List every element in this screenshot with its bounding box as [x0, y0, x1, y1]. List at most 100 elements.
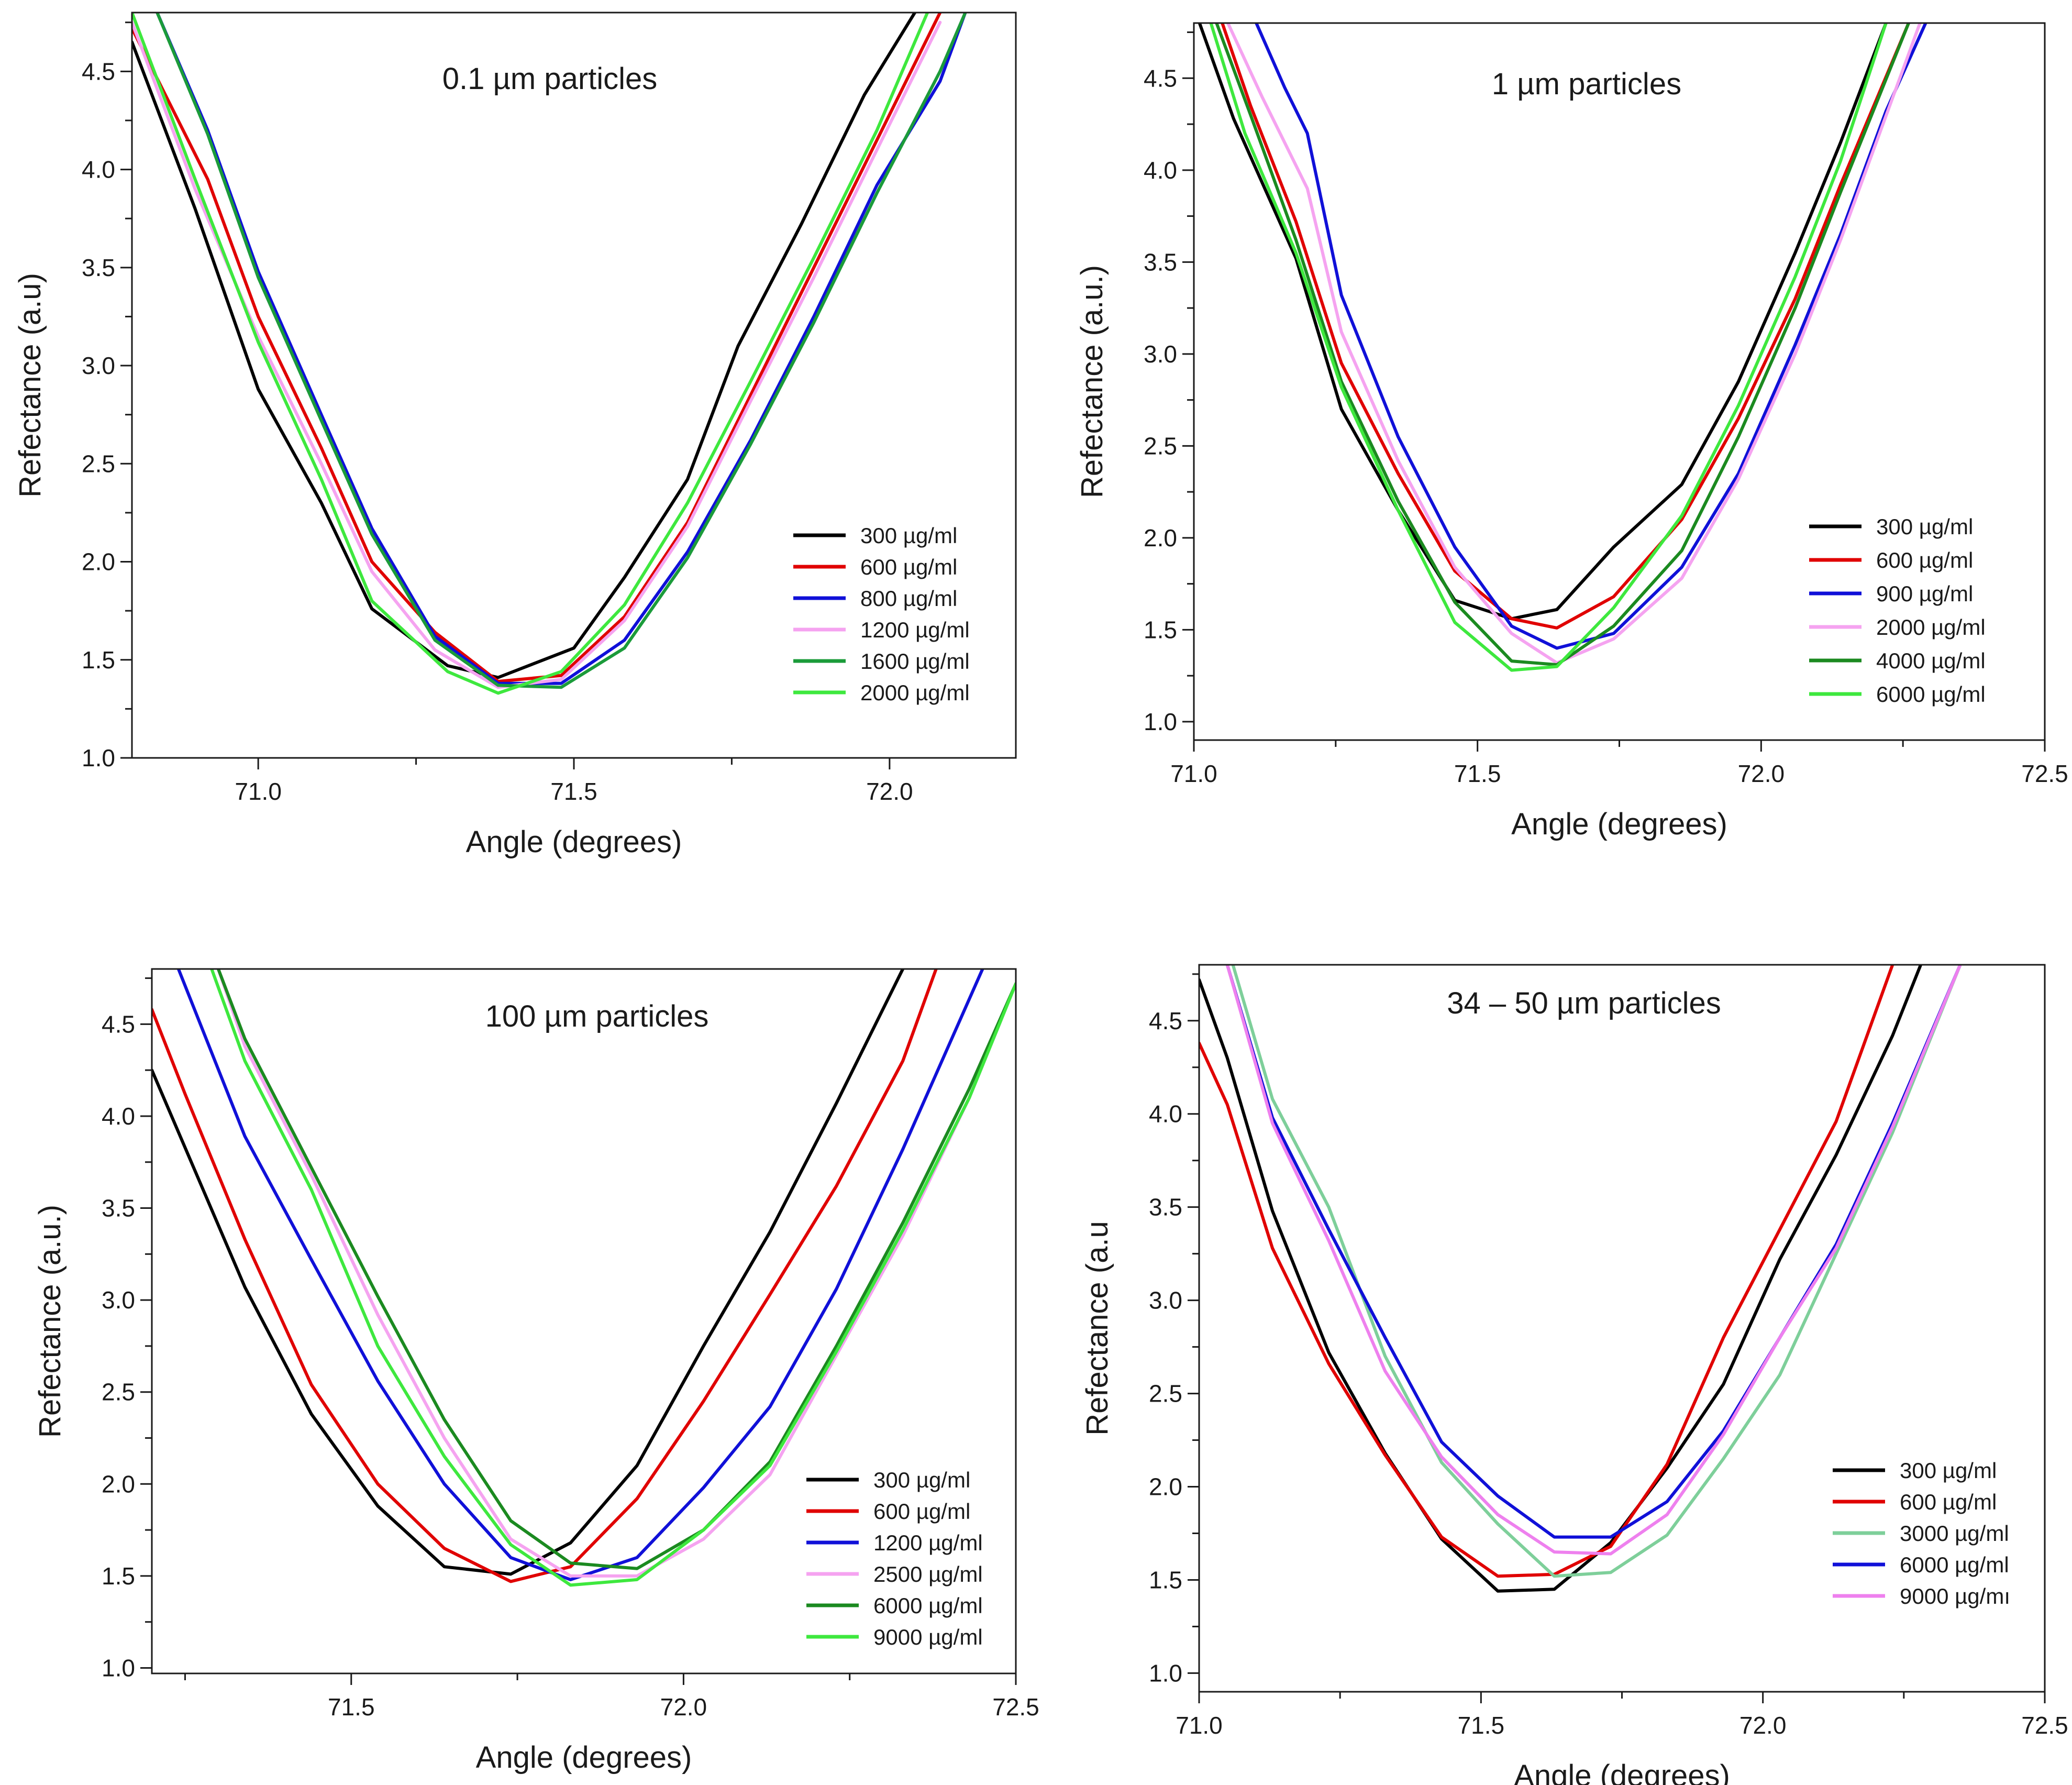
series-group: [1199, 965, 1962, 1593]
y-tick-label: 1.0: [1149, 1659, 1182, 1687]
series-line-2: [1221, 23, 1910, 630]
legend-label: 600 µg/ml: [1900, 1490, 1997, 1514]
y-tick-label: 4.5: [102, 1010, 135, 1038]
series-line-1: [152, 969, 905, 1576]
x-tick-label: 72.5: [992, 1693, 1039, 1721]
x-axis-label: Angle (degrees): [466, 825, 682, 859]
x-tick-label: 71.0: [235, 778, 282, 805]
legend-label: 300 µg/ml: [1876, 514, 1973, 539]
legend-label: 2000 µg/ml: [860, 680, 970, 705]
y-tick-label: 1.5: [102, 1562, 135, 1590]
series-line-4: [1226, 23, 1922, 665]
y-tick-label: 2.5: [102, 1379, 135, 1406]
legend-label: 1200 µg/ml: [860, 618, 970, 642]
legend-label: 2000 µg/ml: [1876, 615, 1986, 640]
legend-label: 6000 µg/ml: [1876, 682, 1986, 707]
series-line-2: [132, 13, 942, 683]
panel-1: 71.0 71.5 72.0 1.0 1.5 2.0 2.5 3.0 3.5 4.0 4.5 Angl…: [13, 12, 1017, 859]
legend-label: 1200 µg/ml: [873, 1530, 983, 1555]
y-tick-label: 1.5: [1144, 616, 1177, 643]
legend: 300 µg/ml 600 µg/ml 3000 µg/ml 6000 µg/ml 90…: [1833, 1458, 2010, 1608]
legend-label: 1600 µg/ml: [860, 649, 970, 674]
panel-title: 34 – 50 µm particles: [1447, 986, 1721, 1020]
x-tick-label: 72.0: [1739, 1712, 1787, 1739]
legend-label: 600 µg/ml: [860, 555, 957, 579]
series-group: [152, 969, 1016, 1587]
y-tick-label: 2.0: [82, 548, 115, 576]
x-tick-label: 71.5: [1454, 760, 1501, 787]
series-line-1: [1199, 965, 1923, 1593]
x-tick-label: 71.0: [1176, 1712, 1223, 1739]
legend-label: 800 µg/ml: [860, 586, 957, 611]
y-axis-label: Refectance (a.u: [1080, 1221, 1114, 1435]
y-tick-label: 3.5: [1144, 248, 1177, 276]
y-tick-label: 2.5: [1144, 432, 1177, 459]
legend-label: 9000 µg/mı: [1900, 1584, 2010, 1608]
x-axis-label: Angle (degrees): [476, 1740, 692, 1775]
x-tick-label: 71.5: [328, 1693, 375, 1721]
y-axis-label: Refectance (a.u.): [1075, 265, 1109, 498]
y-axis-label: Refectance (a.u): [13, 273, 47, 498]
y-tick-label: 3.0: [1144, 340, 1177, 368]
y-tick-label: 2.0: [1144, 524, 1177, 552]
legend-label: 4000 µg/ml: [1876, 648, 1986, 673]
y-tick-label: 1.0: [82, 744, 115, 772]
y-tick-label: 3.5: [82, 254, 115, 281]
legend-label: 9000 µg/ml: [873, 1625, 983, 1649]
legend-label: 6000 µg/ml: [873, 1593, 983, 1618]
y-tick-label: 4.0: [1149, 1100, 1182, 1128]
y-tick-label: 2.5: [1149, 1380, 1182, 1407]
series-group: [1198, 23, 1927, 672]
y-tick-label: 4.0: [82, 156, 115, 183]
plot-frame: [151, 968, 1017, 1674]
series-line-6: [210, 969, 1016, 1587]
x-tick-label: 71.5: [550, 778, 597, 805]
y-tick-label: 3.5: [102, 1195, 135, 1222]
y-axis-label: Refectance (a.u.): [33, 1205, 67, 1438]
legend-label: 600 µg/ml: [873, 1499, 970, 1524]
x-tick-label: 72.0: [1738, 760, 1785, 787]
panel-title: 100 µm particles: [485, 999, 709, 1033]
x-tick-label: 72.5: [2021, 760, 2068, 787]
legend: 300 µg/ml 600 µg/ml 900 µg/ml 2000 µg/ml 400…: [1809, 514, 1986, 707]
series-line-5: [216, 969, 1016, 1570]
series-line-5: [1215, 23, 1910, 667]
legend-label: 300 µg/ml: [873, 1468, 970, 1492]
series-line-3: [176, 969, 984, 1581]
legend-label: 900 µg/ml: [1876, 581, 1973, 606]
x-tick-label: 71.0: [1170, 760, 1217, 787]
legend-label: 6000 µg/ml: [1900, 1552, 2009, 1577]
y-tick-label: 4.5: [1144, 64, 1177, 92]
x-axis-label: Angle (degrees): [1514, 1759, 1730, 1785]
y-tick-label: 3.5: [1149, 1194, 1182, 1221]
y-tick-label: 1.0: [102, 1654, 135, 1681]
y-tick-label: 2.0: [102, 1470, 135, 1497]
series-group: [132, 13, 967, 695]
series-line-6: [1209, 23, 1888, 672]
y-tick-label: 3.0: [1149, 1287, 1182, 1314]
series-line-6: [132, 13, 929, 695]
x-tick-label: 72.5: [2021, 1712, 2068, 1739]
y-tick-label: 3.0: [102, 1286, 135, 1314]
y-tick-label: 1.5: [1149, 1566, 1182, 1593]
x-tick-label: 72.0: [660, 1693, 707, 1721]
y-tick-label: 4.5: [1149, 1007, 1182, 1034]
series-line-2: [1199, 965, 1894, 1578]
y-tick-label: 4.0: [102, 1103, 135, 1130]
series-line-4: [1225, 965, 1962, 1539]
y-tick-label: 2.0: [1149, 1473, 1182, 1501]
panel-2: 71.0 71.5 72.0 72.5 1.0 1.5 2.0 2.5 3.0 3.5 4.0 4.5…: [1075, 22, 2068, 841]
x-axis-label: Angle (degrees): [1511, 807, 1727, 841]
series-line-3: [1255, 23, 1927, 650]
y-tick-label: 4.0: [1144, 157, 1177, 184]
legend-label: 600 µg/ml: [1876, 548, 1973, 572]
x-tick-label: 71.5: [1458, 1712, 1505, 1739]
x-tick-label: 72.0: [866, 778, 913, 805]
legend-label: 3000 µg/ml: [1900, 1521, 2009, 1546]
y-tick-label: 1.5: [82, 646, 115, 674]
legend-label: 300 µg/ml: [860, 523, 957, 548]
series-line-5: [156, 13, 967, 689]
series-line-2: [152, 969, 938, 1583]
panel-title: 1 µm particles: [1492, 67, 1681, 101]
